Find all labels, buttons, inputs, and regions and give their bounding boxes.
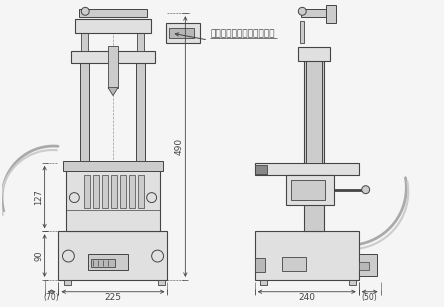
Bar [304, 61, 324, 231]
Bar [84, 175, 90, 208]
Bar [80, 63, 89, 163]
Bar [306, 61, 322, 163]
Bar [79, 9, 147, 17]
Bar [301, 9, 327, 17]
Bar [67, 163, 159, 231]
Text: 90: 90 [34, 250, 43, 261]
Bar [88, 254, 128, 270]
Text: 127: 127 [34, 189, 43, 205]
Bar [170, 28, 194, 38]
Bar [71, 51, 155, 63]
Bar [158, 280, 165, 285]
Bar [129, 175, 135, 208]
Bar [111, 175, 117, 208]
Bar [359, 262, 369, 270]
Circle shape [362, 186, 370, 194]
Circle shape [81, 7, 89, 15]
Text: (70): (70) [44, 293, 59, 302]
Bar [298, 47, 330, 61]
Bar [59, 231, 167, 280]
Bar [286, 175, 334, 204]
Bar [81, 33, 88, 51]
Text: 240: 240 [298, 293, 315, 302]
Bar [260, 280, 266, 285]
Bar [136, 63, 145, 163]
Bar [137, 33, 144, 51]
Bar [91, 259, 115, 267]
Text: カウンター（オプション）: カウンター（オプション） [210, 29, 274, 38]
Bar [255, 163, 359, 175]
Bar [291, 180, 325, 200]
Bar [75, 19, 151, 33]
Bar [63, 161, 163, 171]
Bar [255, 258, 265, 272]
Circle shape [298, 7, 306, 15]
Text: (50): (50) [362, 293, 377, 302]
Bar [102, 175, 108, 208]
Bar [64, 280, 71, 285]
Bar [93, 175, 99, 208]
Text: 225: 225 [104, 293, 122, 302]
Bar [359, 254, 377, 276]
Bar [166, 23, 200, 43]
Bar [120, 175, 126, 208]
Bar [300, 21, 304, 43]
Bar [282, 257, 306, 271]
Bar [255, 231, 359, 280]
Bar [255, 165, 266, 174]
Polygon shape [108, 87, 118, 95]
Bar [349, 280, 356, 285]
Bar [138, 175, 144, 208]
Bar [326, 5, 336, 23]
Bar [108, 46, 118, 87]
Text: 490: 490 [175, 138, 184, 155]
